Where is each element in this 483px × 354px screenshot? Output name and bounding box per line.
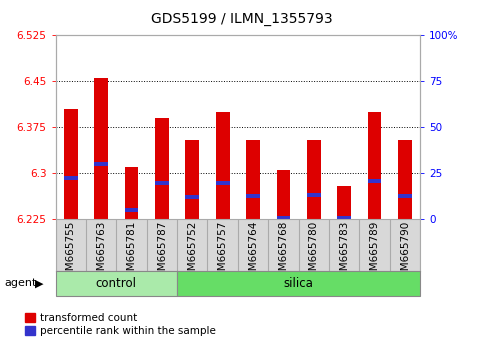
Bar: [216, 112, 229, 219]
Bar: [64, 109, 78, 219]
Bar: [338, 186, 351, 219]
Bar: [125, 208, 138, 212]
Text: agent: agent: [5, 278, 37, 288]
Bar: [398, 140, 412, 219]
Text: control: control: [96, 277, 137, 290]
Bar: [94, 78, 108, 219]
Bar: [368, 179, 382, 183]
Bar: [277, 216, 290, 220]
Text: GSM665764: GSM665764: [248, 221, 258, 284]
Text: GSM665787: GSM665787: [157, 221, 167, 284]
Text: GSM665789: GSM665789: [369, 221, 380, 284]
Text: GSM665768: GSM665768: [279, 221, 288, 284]
Bar: [155, 181, 169, 185]
Text: GSM665763: GSM665763: [96, 221, 106, 284]
Bar: [56, 271, 177, 296]
Text: GSM665783: GSM665783: [339, 221, 349, 284]
Bar: [307, 140, 321, 219]
Bar: [307, 193, 321, 197]
Bar: [216, 181, 229, 185]
Text: ▶: ▶: [35, 278, 43, 288]
Bar: [277, 170, 290, 219]
Bar: [177, 271, 420, 296]
Text: GSM665757: GSM665757: [218, 221, 227, 284]
Legend: transformed count, percentile rank within the sample: transformed count, percentile rank withi…: [25, 313, 216, 336]
Bar: [125, 167, 138, 219]
Text: GSM665752: GSM665752: [187, 221, 197, 284]
Bar: [338, 216, 351, 220]
Bar: [185, 195, 199, 199]
Text: GSM665790: GSM665790: [400, 221, 410, 284]
Text: GSM665780: GSM665780: [309, 221, 319, 284]
Text: GSM665755: GSM665755: [66, 221, 76, 284]
Text: GDS5199 / ILMN_1355793: GDS5199 / ILMN_1355793: [151, 12, 332, 27]
Bar: [155, 118, 169, 219]
Bar: [246, 194, 260, 198]
Bar: [64, 176, 78, 180]
Bar: [398, 194, 412, 198]
Bar: [246, 140, 260, 219]
Text: silica: silica: [284, 277, 313, 290]
Text: GSM665781: GSM665781: [127, 221, 137, 284]
Bar: [94, 162, 108, 166]
Bar: [185, 140, 199, 219]
Bar: [368, 112, 382, 219]
